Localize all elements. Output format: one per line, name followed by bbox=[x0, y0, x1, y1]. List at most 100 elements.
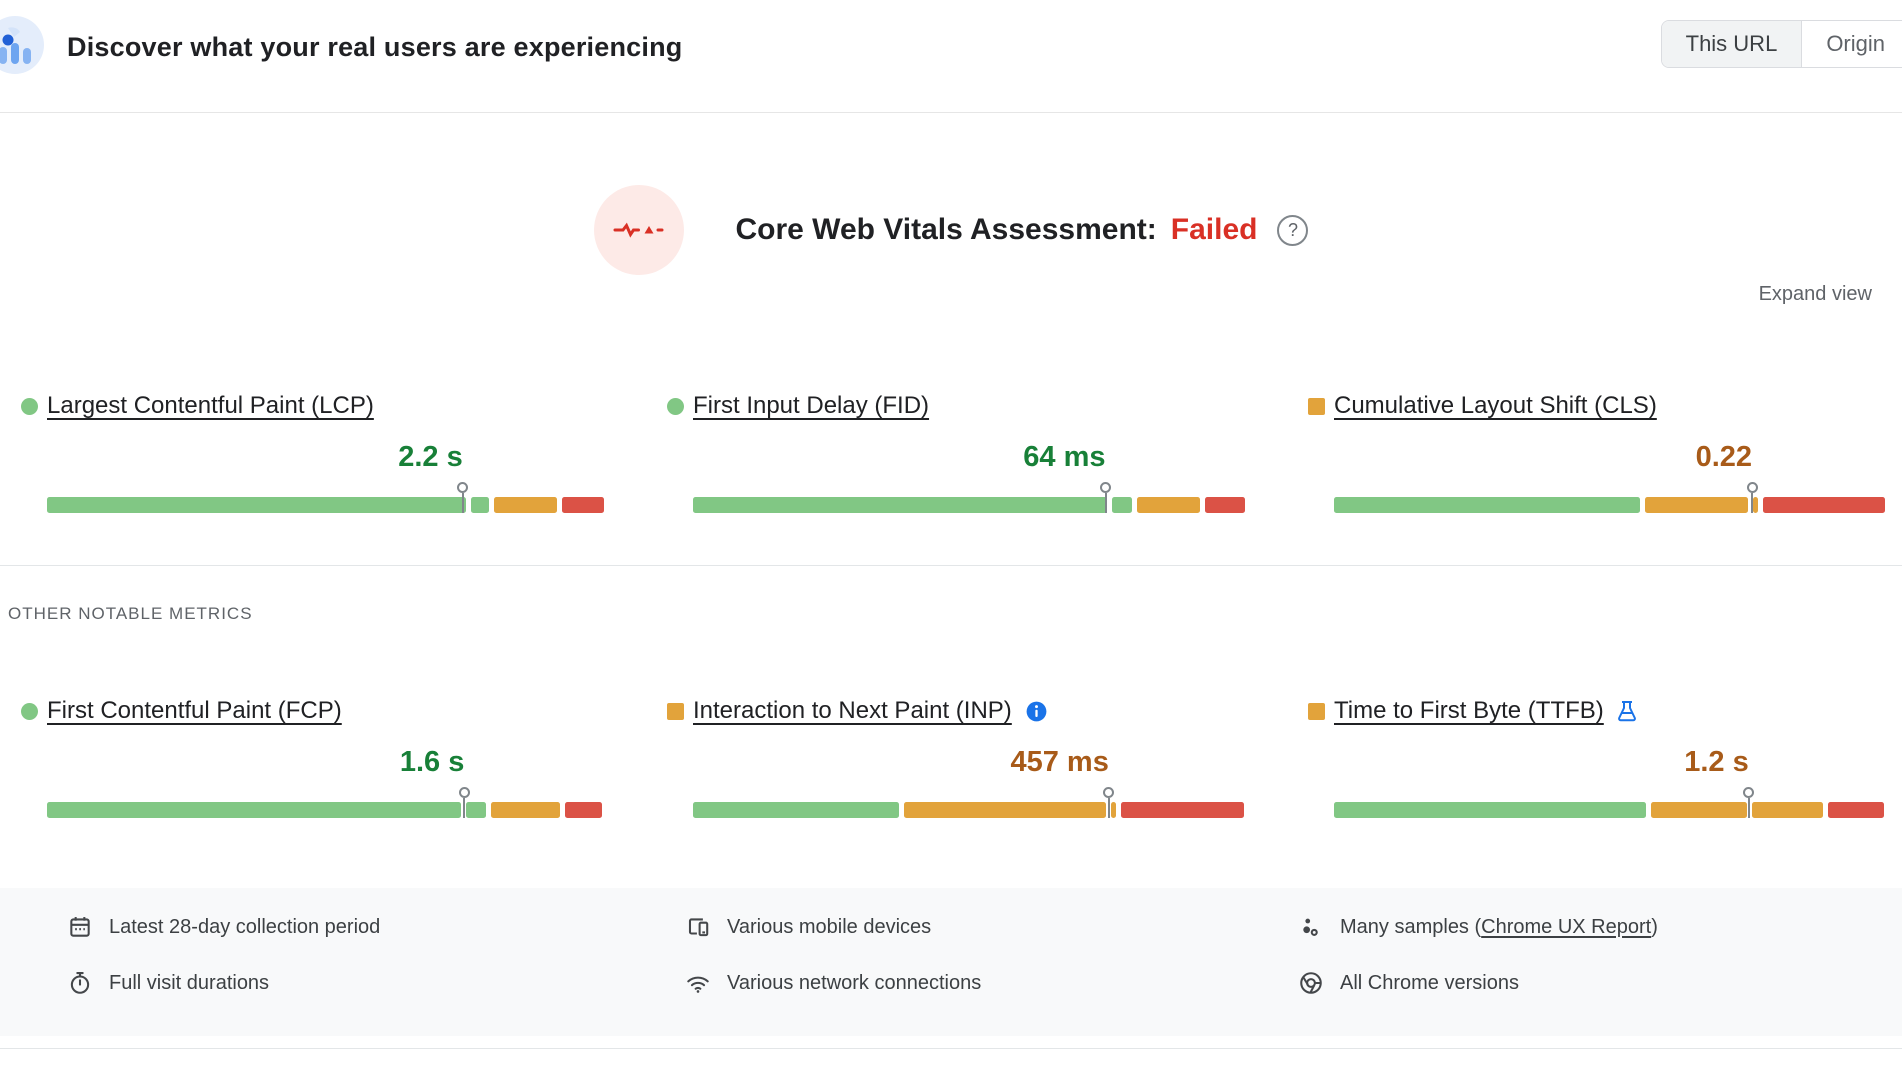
heartbeat-icon bbox=[593, 185, 684, 275]
footer-column: Latest 28-day collection period Full visi… bbox=[67, 912, 625, 1036]
metric-value: 1.2 s bbox=[1684, 746, 1749, 778]
footer-column: Many samples (Chrome UX Report) All Chrom… bbox=[1298, 912, 1851, 1036]
other-metrics-heading: OTHER NOTABLE METRICS bbox=[8, 604, 253, 623]
help-icon[interactable]: ? bbox=[1277, 214, 1309, 246]
metric-link[interactable]: First Input Delay (FID) bbox=[693, 392, 930, 419]
bar-segment-ni bbox=[1751, 802, 1823, 818]
metric-card: First Input Delay (FID) 64 ms bbox=[667, 389, 1246, 513]
bar-segment-poor bbox=[1205, 497, 1245, 513]
cwv-assessment: Core Web Vitals Assessment: Failed ? bbox=[0, 185, 1902, 275]
bar-segment-good bbox=[47, 802, 462, 818]
assessment-result: Failed bbox=[1170, 213, 1258, 246]
p75-marker bbox=[1743, 787, 1755, 818]
calendar-icon bbox=[67, 914, 93, 940]
metric-link[interactable]: Interaction to Next Paint (INP) bbox=[693, 697, 1012, 724]
p75-marker bbox=[1100, 482, 1112, 513]
metric-distribution-bar bbox=[693, 787, 1246, 818]
metric-rating-indicator bbox=[21, 397, 38, 415]
metric-card: Largest Contentful Paint (LCP) 2.2 s bbox=[21, 389, 605, 513]
stopwatch-icon bbox=[67, 970, 93, 996]
metric-card: First Contentful Paint (FCP) 1.6 s bbox=[21, 694, 605, 818]
metric-value: 1.6 s bbox=[399, 746, 465, 778]
bar-segment-ni bbox=[490, 802, 561, 818]
footer-info-item: Various network connections bbox=[685, 968, 1238, 998]
p75-marker bbox=[1746, 482, 1758, 513]
toggle-this-url[interactable]: This URL bbox=[1661, 21, 1803, 67]
info-icon[interactable] bbox=[1024, 699, 1049, 724]
p75-marker bbox=[457, 482, 469, 513]
flask-icon[interactable] bbox=[1616, 699, 1638, 723]
footer-info-text: Various mobile devices bbox=[727, 915, 932, 938]
footer-info-item: All Chrome versions bbox=[1298, 968, 1851, 998]
bar-segment-good bbox=[470, 497, 490, 513]
footer-info-item: Various mobile devices bbox=[685, 912, 1238, 942]
metric-distribution-bar bbox=[47, 482, 605, 513]
network-icon bbox=[685, 970, 711, 996]
footer-info-item: Latest 28-day collection period bbox=[67, 912, 625, 942]
other-metrics-row: First Contentful Paint (FCP) 1.6 s Inter… bbox=[0, 694, 1902, 818]
bar-segment-ni bbox=[903, 802, 1106, 818]
bar-segment-good bbox=[1334, 497, 1640, 513]
bar-segment-poor bbox=[1827, 802, 1885, 818]
metric-rating-indicator bbox=[667, 397, 684, 415]
metric-link[interactable]: Largest Contentful Paint (LCP) bbox=[47, 392, 374, 419]
metric-rating-indicator bbox=[1308, 397, 1325, 415]
bar-segment-poor bbox=[1763, 497, 1886, 513]
expand-row: Expand view bbox=[0, 283, 1902, 309]
metric-distribution-bar bbox=[693, 482, 1246, 513]
page-title: Discover what your real users are experi… bbox=[67, 31, 683, 62]
bar-segment-poor bbox=[565, 802, 603, 818]
toggle-origin[interactable]: Origin bbox=[1802, 21, 1902, 67]
footer-info-text: Many samples (Chrome UX Report) bbox=[1340, 915, 1658, 938]
bar-segment-good bbox=[1111, 497, 1133, 513]
bar-segment-poor bbox=[1121, 802, 1245, 818]
metric-distribution-bar bbox=[1334, 787, 1887, 818]
footer-info-item: Full visit durations bbox=[67, 968, 625, 998]
data-collection-info-bar: Latest 28-day collection period Full visi… bbox=[0, 888, 1902, 1036]
bar-segment-good bbox=[466, 802, 486, 818]
chrome-icon bbox=[1298, 970, 1324, 996]
bar-segment-ni bbox=[1651, 802, 1747, 818]
bar-segment-ni bbox=[1752, 497, 1759, 513]
url-origin-toggle: This URL Origin bbox=[1660, 20, 1902, 68]
bar-segment-poor bbox=[561, 497, 605, 513]
bar-segment-ni bbox=[1110, 802, 1117, 818]
metric-card: Cumulative Layout Shift (CLS) 0.22 bbox=[1308, 389, 1887, 513]
p75-marker bbox=[1103, 787, 1115, 818]
metric-card: Time to First Byte (TTFB) 1.2 s bbox=[1308, 694, 1887, 818]
assessment-text: Core Web Vitals Assessment: Failed ? bbox=[736, 213, 1309, 247]
metric-link[interactable]: Cumulative Layout Shift (CLS) bbox=[1334, 392, 1657, 419]
metric-value: 0.22 bbox=[1695, 441, 1753, 473]
section-divider bbox=[0, 565, 1902, 566]
bar-segment-good bbox=[1334, 802, 1647, 818]
metric-distribution-bar bbox=[1334, 482, 1887, 513]
metric-value: 64 ms bbox=[1023, 441, 1106, 473]
footer-column: Various mobile devices Various network co… bbox=[685, 912, 1238, 1036]
metric-link[interactable]: Time to First Byte (TTFB) bbox=[1334, 697, 1604, 724]
bottom-divider bbox=[0, 1048, 1902, 1049]
metric-link[interactable]: First Contentful Paint (FCP) bbox=[47, 697, 342, 724]
bar-segment-ni bbox=[1644, 497, 1748, 513]
metric-value: 2.2 s bbox=[398, 441, 463, 473]
bar-segment-good bbox=[693, 802, 899, 818]
field-data-logo-icon bbox=[0, 16, 44, 74]
footer-info-text: Full visit durations bbox=[109, 971, 270, 994]
p75-marker bbox=[458, 787, 470, 818]
header: Discover what your real users are experi… bbox=[0, 0, 1902, 113]
metric-rating-indicator bbox=[21, 702, 38, 720]
metric-value: 457 ms bbox=[1010, 746, 1109, 778]
metric-rating-indicator bbox=[1308, 702, 1325, 720]
footer-info-item: Many samples (Chrome UX Report) bbox=[1298, 912, 1851, 942]
bar-segment-good bbox=[47, 497, 466, 513]
mobile-devices-icon bbox=[685, 914, 711, 940]
footer-info-text: Latest 28-day collection period bbox=[109, 915, 381, 938]
footer-info-text: Various network connections bbox=[727, 971, 982, 994]
metric-distribution-bar bbox=[47, 787, 605, 818]
metric-card: Interaction to Next Paint (INP) 457 ms bbox=[667, 694, 1246, 818]
expand-view-link[interactable]: Expand view bbox=[1758, 283, 1872, 305]
samples-icon bbox=[1298, 914, 1324, 940]
chrome-ux-report-link[interactable]: Chrome UX Report bbox=[1481, 915, 1652, 938]
footer-info-text: All Chrome versions bbox=[1340, 971, 1519, 994]
bar-segment-good bbox=[693, 497, 1107, 513]
